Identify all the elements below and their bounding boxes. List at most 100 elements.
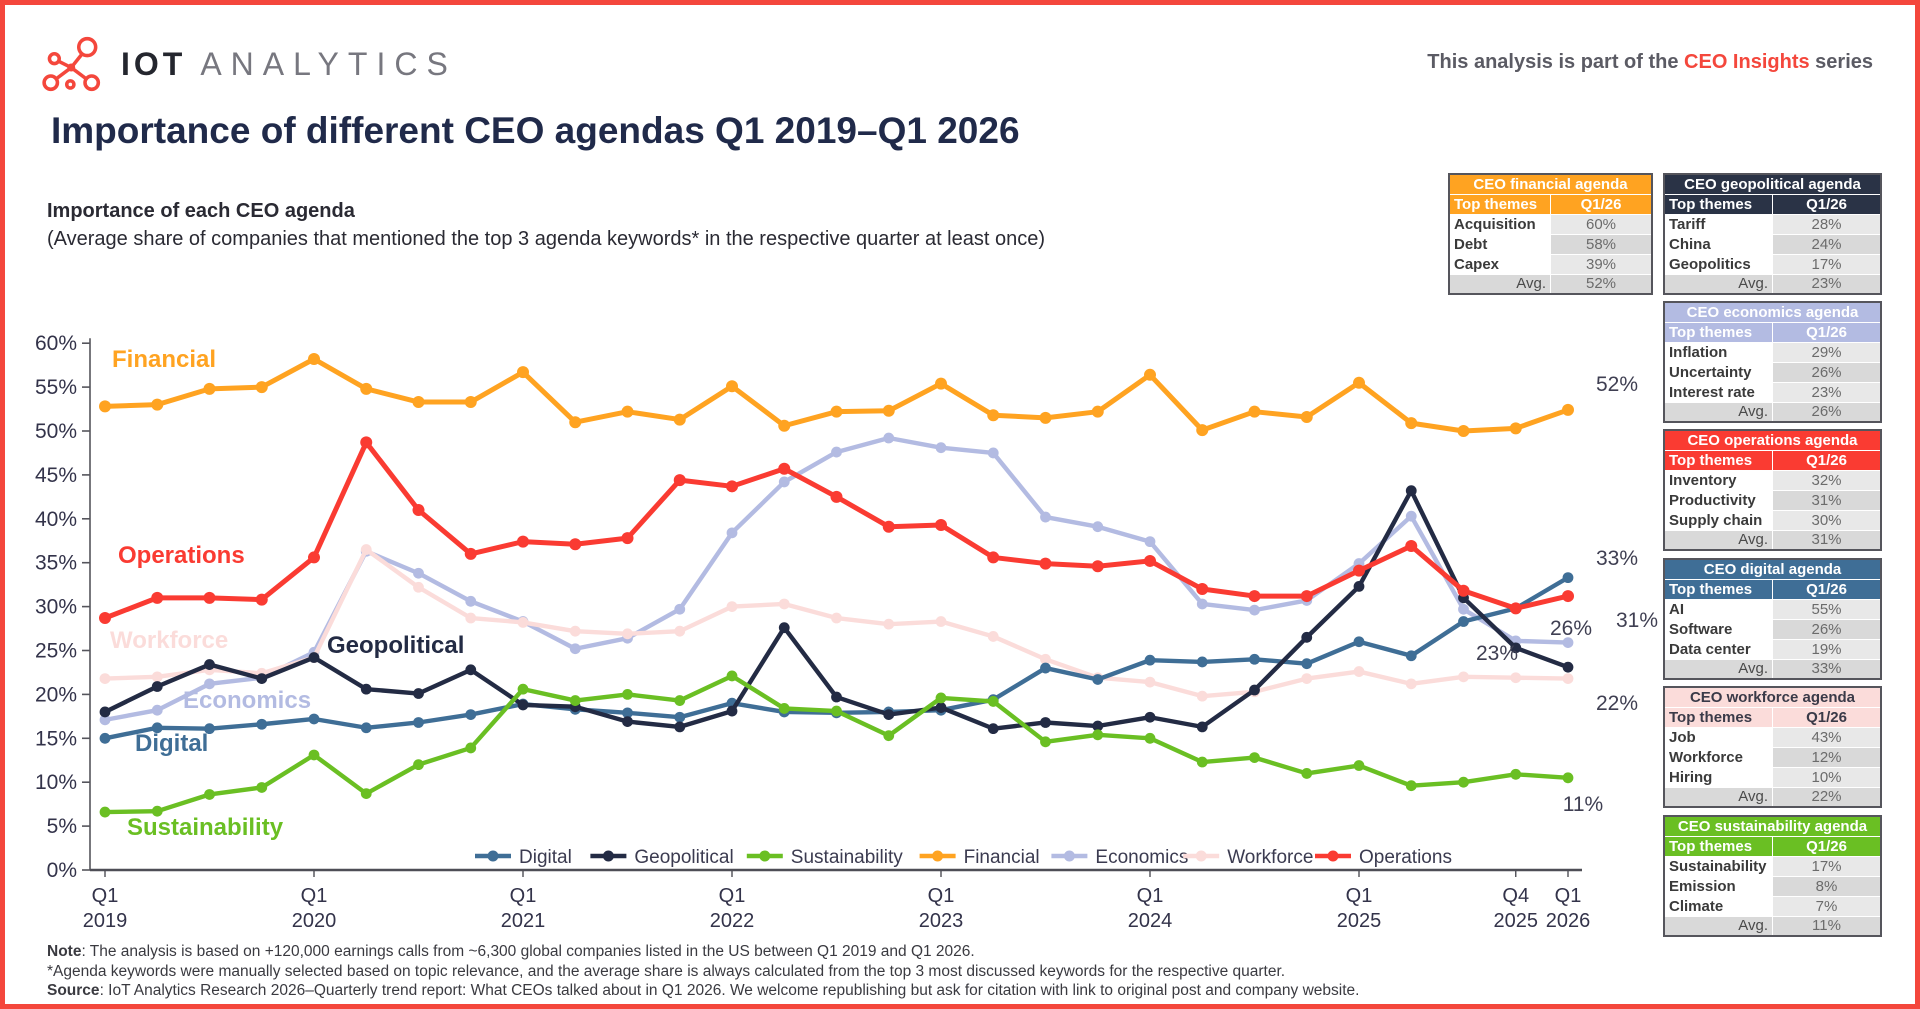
theme-value: 17%	[1772, 855, 1882, 877]
y-axis-tick-label: 20%	[35, 683, 77, 706]
series-point-financial	[1457, 425, 1470, 437]
average-value: 26%	[1772, 401, 1882, 423]
series-point-economics	[465, 595, 477, 607]
series-point-digital	[622, 707, 633, 719]
series-point-economics	[99, 714, 111, 726]
average-value: 22%	[1772, 786, 1882, 808]
table-row: AI 55%	[1663, 598, 1882, 620]
legend-item-operations: Operations	[1359, 847, 1452, 868]
legend-item-financial: Financial	[964, 847, 1040, 868]
footer-note-line: Note: The analysis is based on +120,000 …	[47, 943, 975, 960]
series-line-economics	[104, 435, 1569, 723]
series-point-workforce	[778, 598, 790, 610]
series-point-financial	[412, 396, 425, 409]
series-point-economics	[1405, 510, 1417, 522]
x-axis-tick-label-year: 2022	[710, 910, 755, 932]
y-axis-tick-label: 60%	[35, 332, 77, 355]
column-header-top-themes: Top themes	[1663, 193, 1773, 215]
series-point-economics	[204, 678, 215, 690]
series-label-sustainability: Sustainability	[127, 814, 284, 841]
series-point-digital	[204, 723, 215, 735]
x-axis-tick-label-year: 2024	[1128, 910, 1173, 932]
average-label: Avg.	[1663, 658, 1773, 680]
series-point-workforce	[883, 618, 895, 630]
series-point-sustainability	[204, 789, 215, 800]
series-point-geopolitical	[517, 699, 529, 711]
series-point-geopolitical	[987, 723, 999, 735]
series-point-financial	[1509, 422, 1522, 435]
theme-label: Capex	[1448, 253, 1551, 275]
y-axis-tick-label: 10%	[35, 771, 77, 794]
legend-marker-dot	[759, 850, 771, 862]
theme-label: Inflation	[1663, 341, 1773, 363]
series-point-sustainability	[935, 692, 947, 704]
table-row-average: Avg. 33%	[1663, 658, 1882, 680]
column-header-quarter: Q1/26	[1772, 578, 1882, 600]
x-axis-tick-label-quarter: Q1	[719, 885, 746, 907]
series-point-financial	[1091, 405, 1104, 418]
x-axis-tick-label-year: 2025	[1494, 910, 1539, 932]
series-point-sustainability	[726, 670, 738, 682]
series-point-digital	[1040, 662, 1051, 674]
series-point-geopolitical	[1040, 717, 1051, 728]
theme-label: Debt	[1448, 233, 1551, 255]
chart-subtitle: Importance of each CEO agenda (Average s…	[47, 197, 1045, 253]
column-header-top-themes: Top themes	[1663, 578, 1773, 600]
agenda-table-sustainability: CEO sustainability agenda Top themes Q1/26…	[1663, 815, 1882, 937]
series-point-economics	[883, 432, 895, 444]
y-axis-tick-label: 30%	[35, 596, 77, 619]
series-point-geopolitical	[883, 709, 895, 720]
series-point-operations	[1039, 557, 1052, 570]
agenda-table-title: CEO financial agenda	[1448, 173, 1653, 195]
end-label-sustainability: 11%	[1563, 793, 1603, 816]
series-point-financial	[464, 396, 477, 409]
series-point-workforce	[1144, 676, 1156, 688]
series-point-workforce	[1405, 678, 1417, 690]
series-point-workforce	[99, 673, 111, 684]
series-point-economics	[1196, 598, 1208, 610]
series-point-workforce	[151, 671, 163, 683]
series-point-operations	[778, 462, 791, 475]
series-point-operations	[1562, 590, 1574, 603]
table-row-average: Avg. 31%	[1663, 529, 1882, 551]
series-point-geopolitical	[413, 688, 424, 699]
theme-label: Acquisition	[1448, 213, 1551, 235]
series-label-financial: Financial	[112, 346, 216, 373]
footer-notes: Note: The analysis is based on +120,000 …	[47, 942, 1359, 1001]
series-point-digital	[1092, 674, 1104, 685]
y-axis-tick-label: 50%	[35, 420, 77, 443]
series-point-operations	[1353, 564, 1365, 577]
series-point-financial	[1353, 376, 1365, 389]
series-point-operations	[99, 612, 111, 625]
series-point-economics	[778, 476, 790, 488]
theme-value: 30%	[1772, 509, 1882, 531]
series-point-operations	[1300, 590, 1313, 603]
series-point-geopolitical	[726, 705, 738, 717]
series-point-geopolitical	[674, 721, 686, 733]
column-header-top-themes: Top themes	[1663, 321, 1773, 343]
series-point-economics	[726, 527, 738, 539]
series-point-sustainability	[622, 689, 633, 700]
theme-label: Interest rate	[1663, 381, 1773, 403]
table-row: Capex 39%	[1448, 253, 1653, 275]
series-point-financial	[621, 405, 634, 418]
series-point-sustainability	[883, 730, 895, 742]
theme-value: 19%	[1772, 638, 1882, 660]
y-axis-tick-label: 35%	[35, 552, 77, 575]
y-axis-tick-label: 40%	[35, 508, 77, 531]
brand-name-iot: IOT	[121, 45, 187, 82]
average-label: Avg.	[1663, 273, 1773, 295]
theme-value: 24%	[1772, 233, 1882, 255]
series-point-operations	[412, 504, 425, 517]
theme-label: Uncertainty	[1663, 361, 1773, 383]
end-label-financial: 52%	[1596, 373, 1638, 396]
series-point-financial	[1039, 411, 1052, 424]
table-row: Acquisition 60%	[1448, 213, 1653, 235]
table-row: Emission 8%	[1663, 875, 1882, 897]
table-row: Software 26%	[1663, 618, 1882, 640]
theme-value: 10%	[1772, 766, 1882, 788]
table-row: Climate 7%	[1663, 895, 1882, 917]
series-point-operations	[1144, 554, 1156, 567]
theme-value: 7%	[1772, 895, 1882, 917]
